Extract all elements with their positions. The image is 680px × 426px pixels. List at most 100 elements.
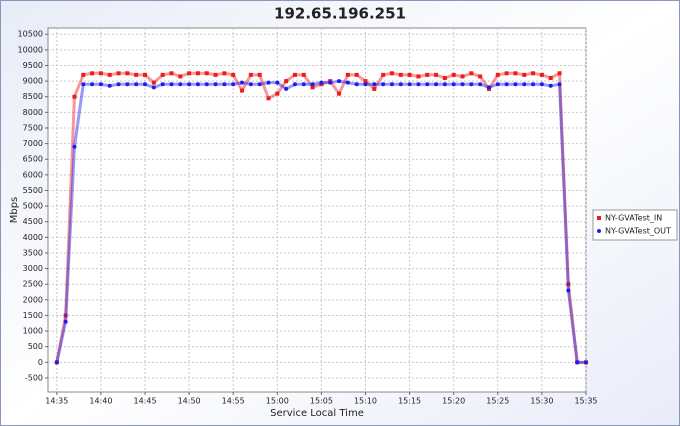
marker: [531, 71, 536, 76]
marker: [90, 82, 95, 87]
marker: [63, 319, 68, 324]
marker: [319, 80, 324, 85]
marker: [513, 71, 518, 76]
marker: [504, 82, 509, 87]
marker: [531, 82, 536, 87]
y-tick-label: 0: [38, 358, 43, 367]
x-tick-label: 14:40: [89, 397, 112, 406]
legend-text: NY-GVATest_OUT: [605, 227, 671, 236]
marker: [151, 85, 156, 90]
marker: [354, 72, 359, 77]
marker: [195, 82, 200, 87]
marker: [72, 144, 77, 149]
marker: [292, 82, 297, 87]
y-tick-label: 1000: [23, 327, 43, 336]
marker: [407, 72, 412, 77]
marker: [337, 79, 342, 84]
marker: [222, 82, 227, 87]
marker: [416, 82, 421, 87]
marker: [495, 72, 500, 77]
marker: [425, 82, 430, 87]
y-tick-label: 2500: [23, 280, 43, 289]
marker: [275, 80, 280, 85]
marker: [248, 72, 253, 77]
y-tick-label: 6000: [23, 170, 43, 179]
marker: [160, 82, 165, 87]
marker: [354, 82, 359, 87]
marker: [143, 72, 148, 77]
marker: [98, 82, 103, 87]
marker: [275, 91, 280, 96]
y-tick-label: 8500: [23, 92, 43, 101]
marker: [504, 71, 509, 76]
marker: [566, 282, 571, 287]
x-tick-label: 15:30: [530, 397, 553, 406]
marker: [284, 79, 289, 84]
y-tick-label: 8000: [23, 108, 43, 117]
marker: [398, 82, 403, 87]
marker: [310, 82, 315, 87]
marker: [407, 82, 412, 87]
marker: [204, 82, 209, 87]
marker: [389, 71, 394, 76]
y-tick-label: 9500: [23, 61, 43, 70]
marker: [398, 72, 403, 77]
x-tick-label: 15:35: [574, 397, 597, 406]
marker: [328, 80, 333, 85]
y-tick-label: 1500: [23, 311, 43, 320]
marker: [478, 74, 483, 79]
legend-marker: [597, 229, 601, 233]
marker: [231, 82, 236, 87]
marker: [469, 82, 474, 87]
marker: [513, 82, 518, 87]
marker: [381, 82, 386, 87]
marker: [345, 72, 350, 77]
y-tick-label: 10000: [18, 45, 43, 54]
marker: [363, 79, 368, 84]
marker: [389, 82, 394, 87]
marker: [539, 82, 544, 87]
y-tick-label: 10500: [18, 30, 43, 39]
marker: [451, 72, 456, 77]
marker: [522, 82, 527, 87]
marker: [160, 72, 165, 77]
marker: [213, 82, 218, 87]
y-tick-label: 7000: [23, 139, 43, 148]
marker: [381, 72, 386, 77]
marker: [557, 71, 562, 76]
y-axis-title: Mbps: [9, 197, 20, 224]
marker: [372, 86, 377, 91]
y-tick-label: 500: [28, 342, 43, 351]
marker: [337, 91, 342, 96]
marker: [478, 82, 483, 87]
y-tick-label: 9000: [23, 77, 43, 86]
marker: [116, 82, 121, 87]
marker: [539, 72, 544, 77]
marker: [178, 74, 183, 79]
legend-marker: [597, 216, 601, 220]
marker: [231, 72, 236, 77]
marker: [469, 71, 474, 76]
marker: [107, 72, 112, 77]
x-tick-label: 14:55: [222, 397, 245, 406]
marker: [116, 71, 121, 76]
marker: [240, 80, 245, 85]
y-tick-label: 4500: [23, 217, 43, 226]
marker: [266, 80, 271, 85]
y-tick-label: 3500: [23, 248, 43, 257]
marker: [416, 74, 421, 79]
marker: [143, 82, 148, 87]
marker: [169, 82, 174, 87]
marker: [495, 82, 500, 87]
marker: [134, 72, 139, 77]
y-tick-label: 7500: [23, 123, 43, 132]
marker: [151, 80, 156, 85]
marker: [125, 71, 130, 76]
marker: [72, 94, 77, 99]
marker: [266, 96, 271, 101]
marker: [90, 71, 95, 76]
x-tick-label: 14:50: [178, 397, 201, 406]
y-tick-label: -500: [25, 373, 43, 382]
marker: [63, 313, 68, 318]
